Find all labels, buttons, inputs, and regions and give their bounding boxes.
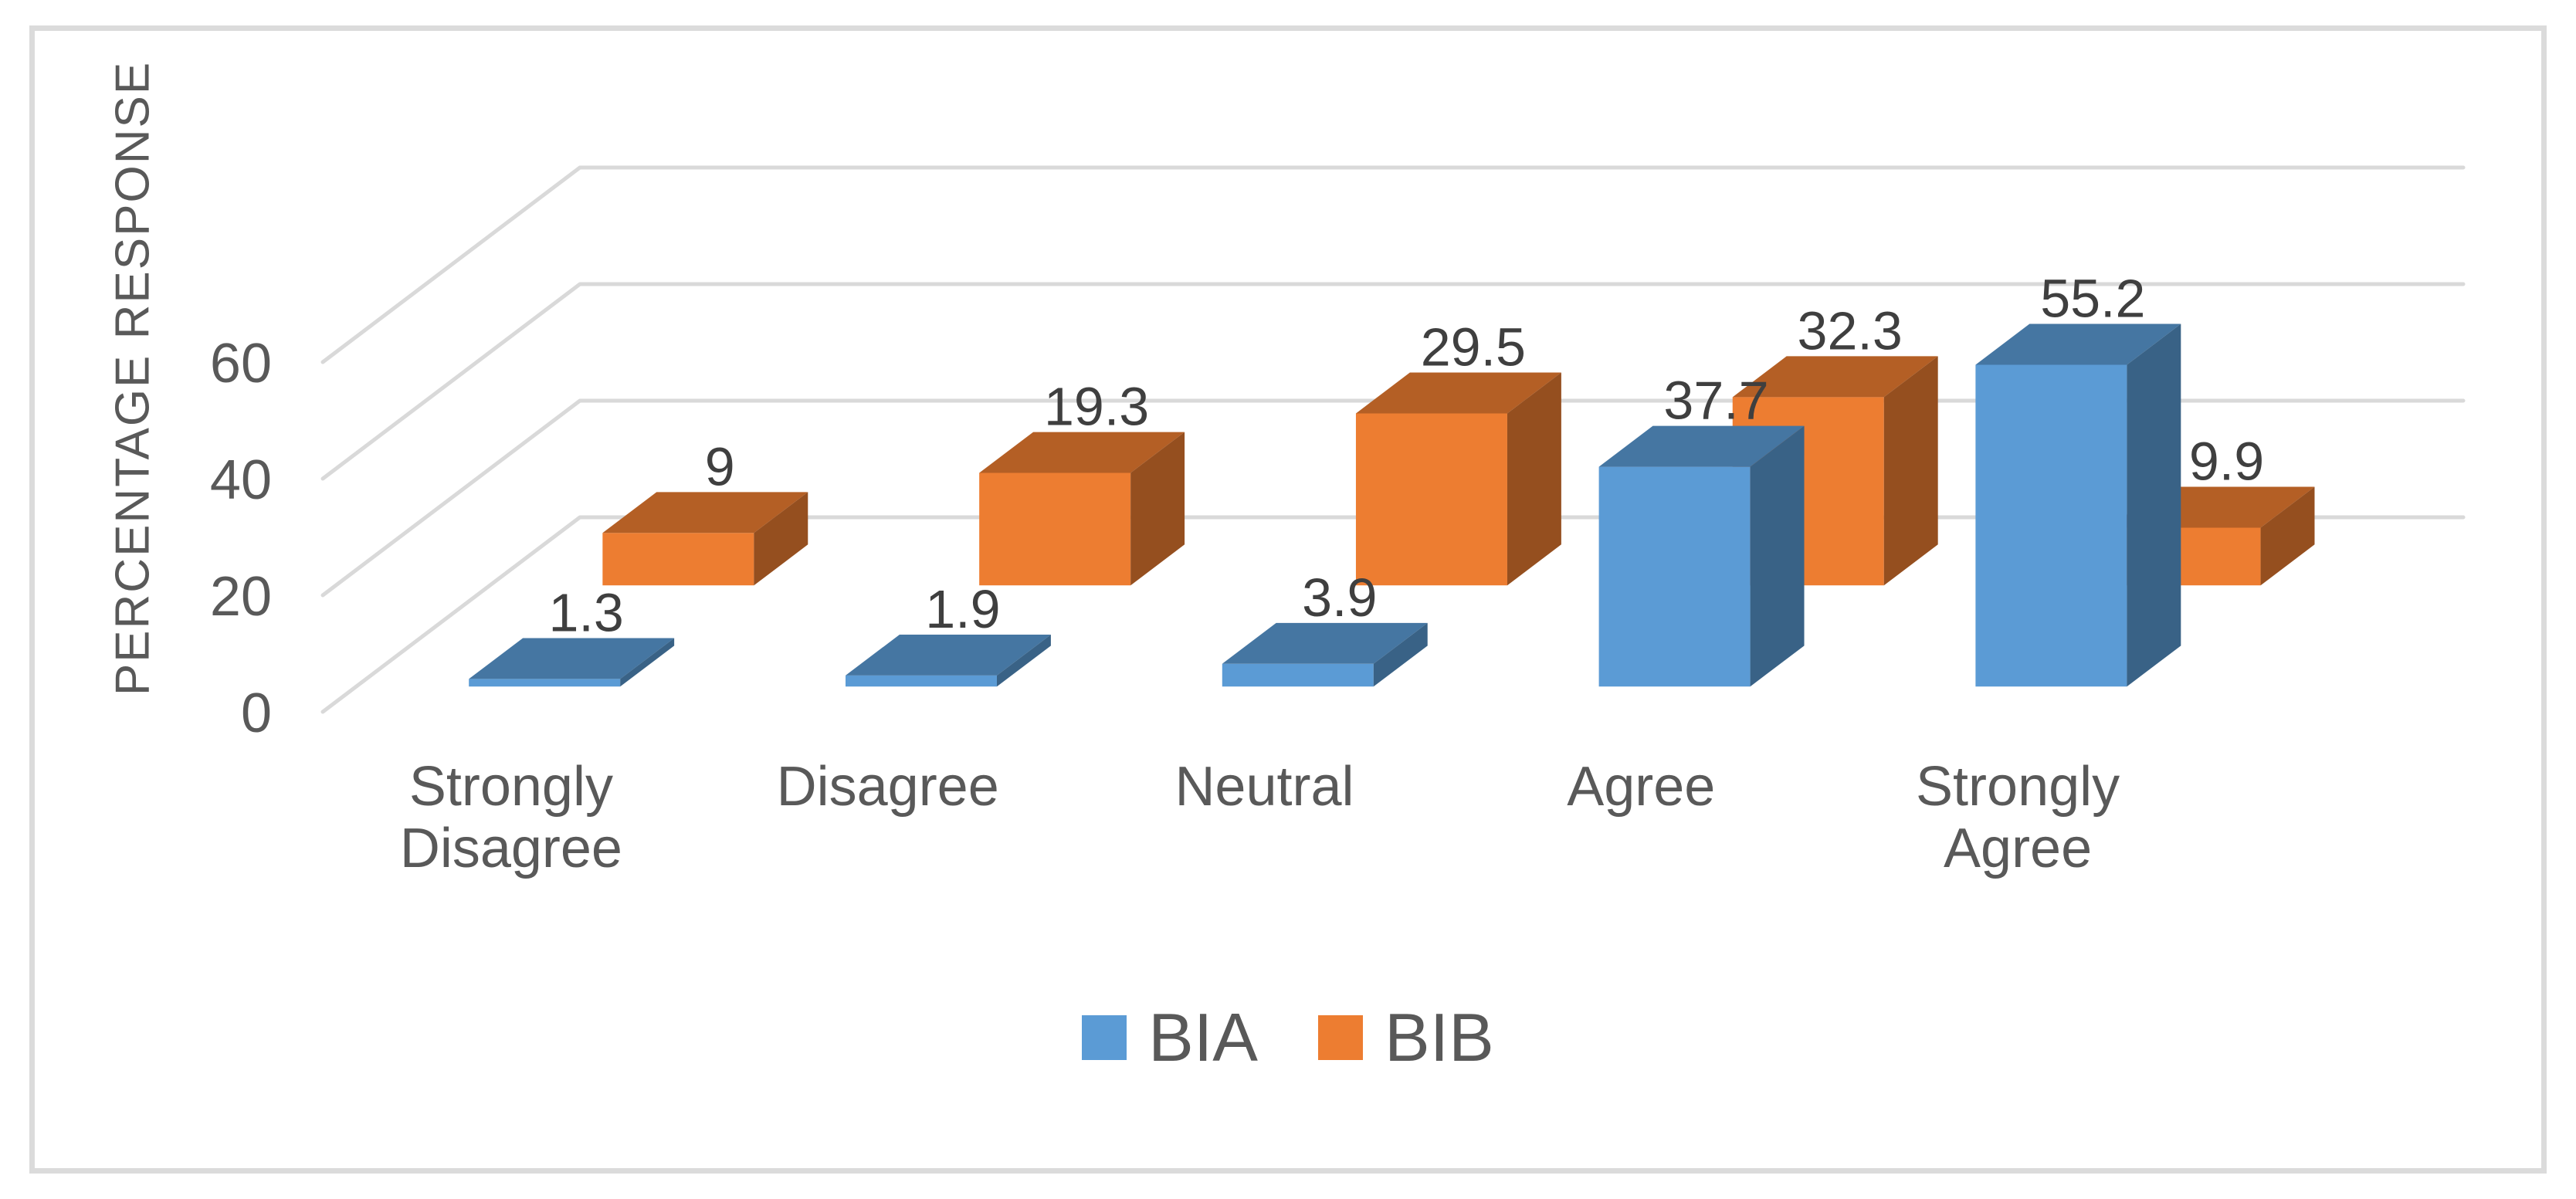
bar-bib-neutral-front bbox=[1355, 413, 1507, 586]
chart-border bbox=[29, 25, 2547, 1174]
bar-bib-strongly-disagree-top bbox=[602, 492, 808, 533]
x-category-label-strongly-disagree-line2: Disagree bbox=[400, 818, 622, 879]
bar-bia-neutral-top bbox=[1222, 622, 1428, 664]
bar-bia-agree-top bbox=[1598, 425, 1805, 467]
legend-swatch-bib bbox=[1318, 1015, 1363, 1060]
bar-bia-strongly-disagree-side bbox=[620, 638, 675, 687]
legend-swatch-bia bbox=[1082, 1015, 1127, 1060]
legend: BIA BIB bbox=[0, 997, 2576, 1078]
bar-bia-agree-front bbox=[1598, 466, 1751, 687]
bar-bia-strongly-disagree-top bbox=[469, 638, 675, 679]
bar-bia-neutral-side bbox=[1373, 622, 1428, 687]
bar-bia-disagree-top bbox=[845, 634, 1051, 676]
y-axis-title: PERCENTAGE RESPONSE bbox=[106, 60, 160, 696]
value-label-bia-neutral: 3.9 bbox=[1302, 567, 1377, 628]
bar-bib-disagree-front bbox=[979, 472, 1131, 586]
bar-bib-strongly-disagree-side bbox=[754, 492, 808, 586]
y-tick-label-20: 20 bbox=[210, 566, 272, 628]
bar-bib-strongly-agree-side bbox=[2260, 486, 2315, 586]
bar-bib-agree-side bbox=[1883, 356, 1938, 586]
value-label-bib-strongly-agree: 9.9 bbox=[2189, 432, 2264, 492]
bar-bib-strongly-disagree-front bbox=[602, 533, 754, 586]
series-bia bbox=[469, 323, 2181, 687]
value-label-bia-strongly-agree: 55.2 bbox=[2040, 269, 2145, 329]
legend-item-bib: BIB bbox=[1318, 1004, 1494, 1072]
x-category-label-neutral: Neutral bbox=[1174, 756, 1354, 818]
value-label-bib-agree: 32.3 bbox=[1798, 300, 1903, 361]
bar-bia-disagree-side bbox=[996, 634, 1051, 687]
bar-bia-strongly-agree-side bbox=[2127, 323, 2181, 687]
value-label-bia-strongly-disagree: 1.3 bbox=[548, 583, 623, 643]
x-category-label-agree: Agree bbox=[1567, 756, 1715, 818]
x-category-label-disagree: Disagree bbox=[777, 756, 999, 818]
legend-label-bia: BIA bbox=[1148, 999, 1258, 1075]
x-category-label-strongly-agree-line2: Agree bbox=[1944, 818, 2092, 879]
value-label-bib-neutral: 29.5 bbox=[1421, 317, 1526, 378]
legend-item-bia: BIA bbox=[1082, 1004, 1258, 1072]
bar-bia-neutral-front bbox=[1222, 663, 1374, 687]
value-label-bib-strongly-disagree: 9 bbox=[705, 436, 735, 496]
legend-label-bib: BIB bbox=[1385, 999, 1494, 1075]
gridline-40 bbox=[320, 282, 2466, 481]
gridline-60 bbox=[320, 165, 2466, 364]
y-axis-tick-labels: 0 20 40 60 bbox=[210, 333, 272, 744]
bar-bia-strongly-agree-top bbox=[1975, 323, 2181, 365]
x-category-label-strongly-disagree-line1: Strongly bbox=[409, 756, 613, 818]
data-labels: 9 19.3 29.5 32.3 9.9 1.3 1.9 3.9 37.7 55.2 bbox=[548, 269, 2264, 643]
bar-bia-strongly-disagree-front bbox=[469, 679, 621, 687]
bar-bia-disagree-front bbox=[845, 675, 997, 687]
value-label-bia-disagree: 1.9 bbox=[925, 579, 1000, 639]
x-category-label-strongly-agree-line1: Strongly bbox=[1916, 756, 2120, 818]
bar-bib-disagree-side bbox=[1130, 432, 1185, 586]
bar-bia-agree-side bbox=[1750, 425, 1805, 687]
value-label-bia-agree: 37.7 bbox=[1663, 371, 1768, 431]
y-tick-label-40: 40 bbox=[210, 449, 272, 511]
y-tick-label-60: 60 bbox=[210, 333, 272, 395]
value-label-bib-disagree: 19.3 bbox=[1044, 377, 1149, 437]
bar-bia-strongly-agree-front bbox=[1975, 364, 2127, 687]
bar-bib-disagree-top bbox=[979, 432, 1185, 473]
bar-bib-neutral-top bbox=[1355, 372, 1561, 414]
bar-bib-agree-top bbox=[1732, 356, 1938, 398]
bar-bib-neutral-side bbox=[1507, 372, 1561, 586]
y-tick-label-0: 0 bbox=[241, 682, 272, 744]
